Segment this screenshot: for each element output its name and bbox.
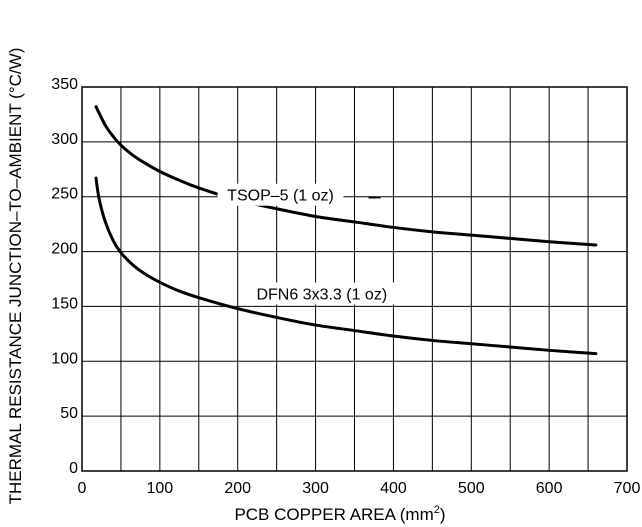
x-axis-label-close: ) bbox=[440, 505, 446, 524]
x-tick-label: 700 bbox=[614, 480, 641, 497]
series-label-bg bbox=[217, 183, 344, 206]
series-lines bbox=[94, 105, 598, 356]
plot-frame bbox=[81, 86, 628, 472]
x-tick-label: 500 bbox=[458, 480, 485, 497]
series-labels: TSOP–5 (1 oz) DFN6 3x3.3 (1 oz) bbox=[217, 183, 402, 305]
x-tick-label: 400 bbox=[380, 480, 407, 497]
grid bbox=[81, 86, 628, 472]
tick-labels: 0 50 100 150 200 250 300 350 0 100 200 300 400 500 600… bbox=[51, 76, 640, 497]
x-tick-label: 300 bbox=[302, 480, 329, 497]
y-tick-label: 200 bbox=[51, 241, 78, 258]
y-tick-label: 50 bbox=[60, 405, 78, 422]
y-tick-label: 0 bbox=[69, 460, 78, 477]
x-tick-label: 600 bbox=[536, 480, 563, 497]
y-tick-label: 250 bbox=[51, 186, 78, 203]
y-tick-label: 350 bbox=[51, 76, 78, 93]
y-tick-label: 150 bbox=[51, 295, 78, 312]
x-tick-label: 0 bbox=[78, 480, 87, 497]
series-line-1 bbox=[94, 105, 598, 247]
y-tick-label: 100 bbox=[51, 350, 78, 367]
x-axis-label-sup: 2 bbox=[434, 504, 440, 516]
y-axis-label: THERMAL RESISTANCE JUNCTION–TO–AMBIENT (… bbox=[6, 48, 25, 505]
x-tick-label: 200 bbox=[224, 480, 251, 497]
series-line-2 bbox=[94, 176, 598, 356]
y-tick-label: 300 bbox=[51, 131, 78, 148]
x-axis-label-main: PCB COPPER AREA (mm bbox=[234, 505, 433, 524]
series-label-1: TSOP–5 (1 oz) bbox=[227, 188, 334, 205]
x-tick-label: 100 bbox=[147, 480, 174, 497]
x-axis-label: PCB COPPER AREA (mm2) bbox=[234, 504, 445, 524]
series-label-bg bbox=[241, 282, 402, 305]
series-label-2: DFN6 3x3.3 (1 oz) bbox=[256, 286, 387, 303]
